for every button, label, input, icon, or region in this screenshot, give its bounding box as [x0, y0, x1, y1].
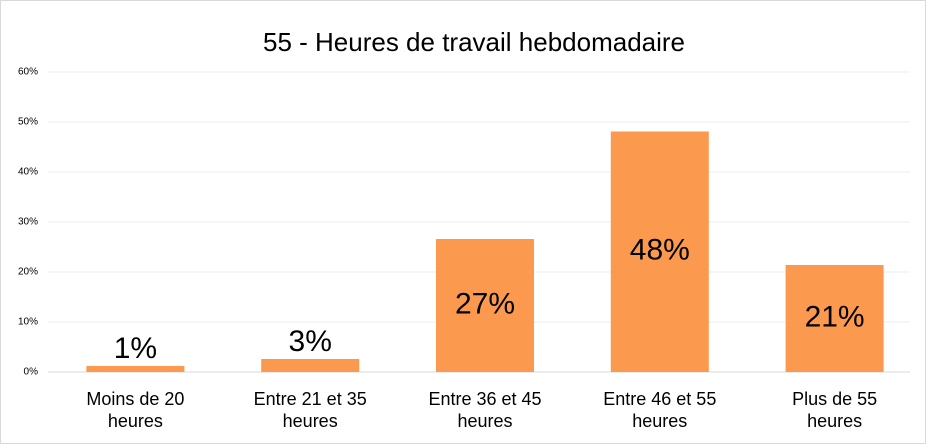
x-tick-label: Entre 21 et 35 heures — [253, 389, 367, 431]
chart-title: 55 - Heures de travail hebdomadaire — [263, 27, 685, 57]
y-tick-label: 60% — [18, 67, 38, 78]
bar — [610, 131, 709, 372]
y-tick-label: 10% — [18, 317, 38, 328]
y-tick-label: 0% — [24, 367, 39, 378]
data-label: 3% — [289, 325, 332, 358]
bar — [436, 239, 534, 372]
bar — [86, 366, 185, 372]
y-tick-label: 20% — [18, 267, 38, 278]
bar — [261, 359, 360, 372]
y-tick-label: 40% — [18, 167, 38, 178]
x-tick-label: Entre 36 et 45 heures — [428, 389, 542, 431]
data-label: 21% — [805, 300, 865, 333]
data-label: 27% — [455, 287, 515, 320]
data-label: 48% — [630, 234, 690, 267]
x-tick-label: Plus de 55 heures — [792, 389, 878, 431]
y-tick-label: 30% — [18, 217, 38, 228]
data-label: 1% — [114, 332, 157, 365]
x-tick-label: Moins de 20 heures — [86, 389, 185, 431]
bar — [785, 265, 884, 372]
x-tick-label: Entre 46 et 55 heures — [603, 389, 717, 431]
y-tick-label: 50% — [18, 117, 38, 128]
